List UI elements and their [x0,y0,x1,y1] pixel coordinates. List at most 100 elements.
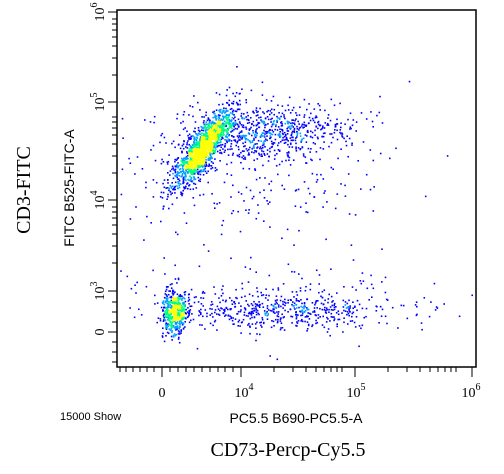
event-dot [178,184,180,187]
event-dot [193,144,195,147]
event-dot [198,150,201,152]
event-dot [180,312,182,315]
event-dot [199,156,202,159]
event-dot [306,307,308,309]
event-dot [169,283,172,286]
event-dot [269,110,272,112]
event-dot [203,156,206,159]
event-dot [164,312,167,315]
event-dot [273,149,276,152]
event-dot [174,160,176,163]
event-dot [241,282,243,285]
event-dot [201,147,203,150]
event-dot [176,176,178,179]
event-dot [259,333,261,336]
event-dot [236,102,239,105]
event-dot [182,322,184,324]
event-dot [200,312,202,314]
event-dot [241,138,243,140]
event-dot [169,290,172,292]
event-dot [167,293,170,296]
event-dot [223,120,226,123]
event-dot [193,162,196,165]
event-dot [273,120,275,122]
event-dot [217,120,219,122]
event-dot [230,143,233,145]
event-dot [211,151,214,154]
event-dot [202,297,205,299]
event-dot [271,145,273,148]
event-dot [277,315,280,318]
event-dot [171,185,174,187]
event-dot [166,298,169,300]
event-dot [196,149,198,151]
event-dot [173,318,176,321]
event-dot [178,297,181,300]
event-dot [222,219,225,222]
event-dot [249,141,252,144]
event-dot [320,302,323,305]
event-dot [458,315,461,318]
event-dot [304,316,307,318]
event-dot [171,339,173,341]
event-dot [222,132,225,134]
event-dot [296,114,298,117]
event-dot [195,153,198,155]
event-dot [183,311,186,313]
event-dot [207,165,210,167]
event-dot [173,309,175,312]
event-dot [325,309,327,312]
event-dot [279,141,282,143]
event-dot [272,311,275,314]
event-dot [203,162,206,164]
event-dot [213,121,216,124]
event-dot [257,139,260,142]
event-dot [423,297,426,299]
event-dot [177,338,180,340]
event-dot [272,304,274,307]
event-dot [185,179,187,182]
event-dot [269,309,272,312]
event-dot [189,188,192,191]
event-dot [258,313,260,316]
event-dot [198,163,200,165]
event-dot [213,142,215,144]
event-dot [195,162,197,165]
event-dot [247,154,250,156]
event-dot [205,153,207,156]
event-dot [218,314,221,316]
event-dot [179,314,182,316]
event-dot [180,171,182,173]
event-dot [326,309,328,311]
event-dot [327,328,330,330]
event-dot [307,308,310,311]
event-dot [238,121,241,123]
event-dot [186,311,189,313]
event-dot [305,162,308,164]
event-dot [257,110,259,113]
event-dot [192,145,195,148]
event-dot [211,138,213,140]
event-dot [202,136,204,138]
event-dot [174,321,177,324]
event-dot [215,117,218,120]
event-dot [213,110,216,113]
event-dot [194,178,197,181]
event-dot [471,294,473,297]
event-dot [346,311,349,313]
event-dot [321,127,323,130]
event-dot [310,130,312,133]
event-dot [268,183,270,185]
event-dot [273,308,275,310]
event-dot [324,190,326,192]
event-dot [167,325,169,328]
event-dot [256,143,258,145]
event-dot [162,327,164,329]
event-dot [190,135,192,138]
event-dot [207,152,210,154]
event-dot [295,189,298,191]
event-dot [165,294,168,296]
event-dot [262,150,265,153]
event-dot [170,313,172,315]
event-dot [330,268,332,270]
